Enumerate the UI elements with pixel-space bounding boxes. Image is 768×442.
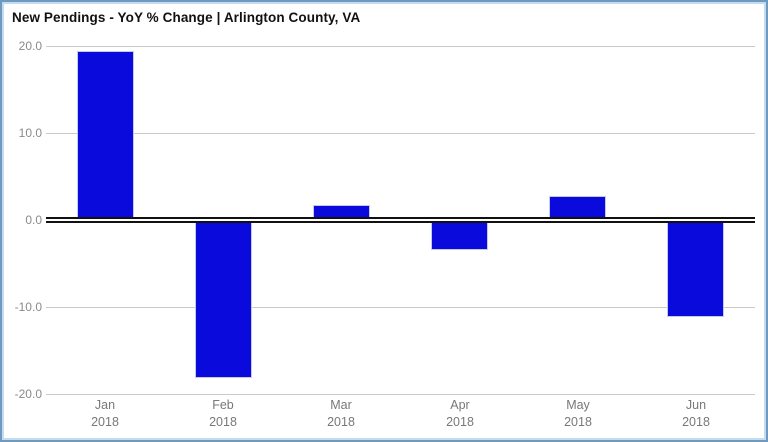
x-axis-tick-label-line: Jan xyxy=(94,398,116,412)
x-axis-tick-label-line: May xyxy=(566,398,590,412)
bar-feb-2018 xyxy=(195,220,252,378)
x-axis-tick-label-line: Apr xyxy=(450,398,470,412)
y-axis-tick-label: 20.0 xyxy=(18,39,42,53)
gridline xyxy=(46,133,755,134)
x-axis-tick-label-line: Mar xyxy=(330,398,352,412)
bar-jun-2018 xyxy=(667,220,724,317)
x-axis-tick-label: Apr 2018 xyxy=(401,397,519,431)
x-axis-tick-label-line: 2018 xyxy=(682,415,710,429)
x-axis-tick-label: Jan 2018 xyxy=(46,397,164,431)
x-axis-tick-label: Mar 2018 xyxy=(282,397,400,431)
x-axis-tick-label: Jun 2018 xyxy=(637,397,755,431)
y-axis-tick-label: 0.0 xyxy=(25,213,42,227)
x-axis-tick-label-line: 2018 xyxy=(446,415,474,429)
bar-jan-2018 xyxy=(77,51,134,220)
x-axis-tick-label-line: 2018 xyxy=(91,415,119,429)
y-axis-tick-label: 10.0 xyxy=(18,126,42,140)
x-axis-tick-label: May 2018 xyxy=(519,397,637,431)
gridline xyxy=(46,394,755,395)
gridline xyxy=(46,307,755,308)
zero-axis-line xyxy=(46,217,755,223)
y-axis-tick-label: -10.0 xyxy=(14,300,42,314)
x-axis-tick-label-line: Feb xyxy=(212,398,234,412)
x-axis-tick-label-line: Jun xyxy=(685,398,707,412)
x-axis-tick-label-line: 2018 xyxy=(327,415,355,429)
chart-title: New Pendings - YoY % Change | Arlington … xyxy=(12,10,361,25)
bar-apr-2018 xyxy=(431,220,488,250)
x-axis-tick-label-line: 2018 xyxy=(564,415,592,429)
x-axis-tick-label-line: 2018 xyxy=(209,415,237,429)
y-axis-tick-label: -20.0 xyxy=(14,387,42,401)
x-axis-tick-label: Feb 2018 xyxy=(164,397,282,431)
gridline xyxy=(46,46,755,47)
